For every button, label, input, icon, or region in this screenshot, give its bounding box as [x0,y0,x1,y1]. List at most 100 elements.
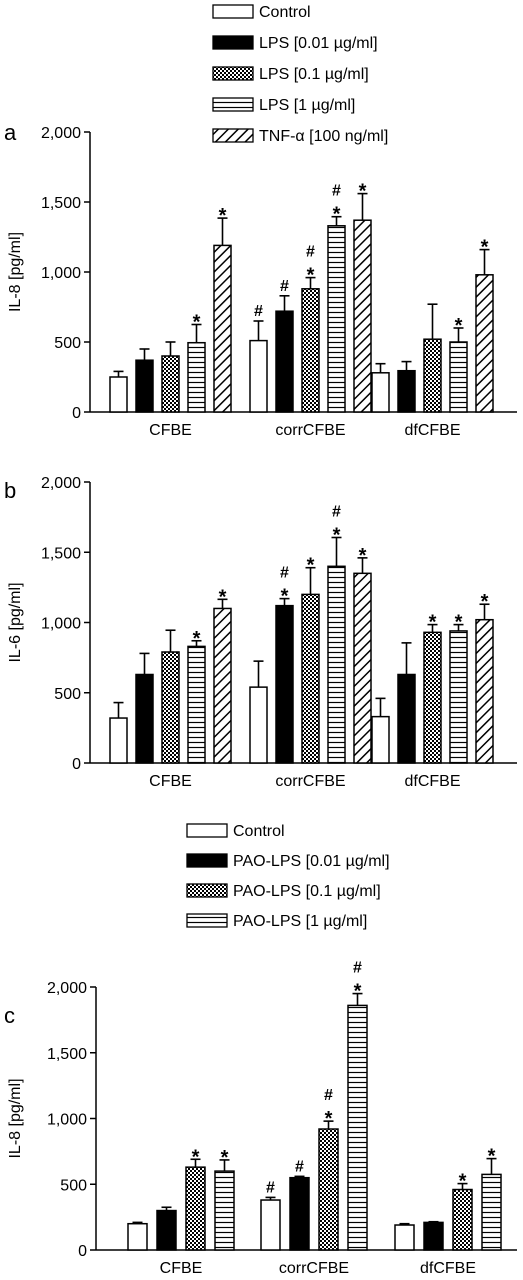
bar [475,274,494,413]
bar [423,1221,444,1251]
x-category-label: CFBE [160,1260,203,1277]
legend-label: LPS [0.01 µg/ml] [259,35,378,52]
bar [301,593,320,764]
bar [397,673,416,764]
x-category-label: CFBE [149,773,192,790]
bar [185,1166,206,1251]
legend-swatch-checker [212,66,254,81]
bar [127,1222,148,1251]
bar [449,341,468,413]
significance-star: * [354,981,362,1003]
bar [353,572,372,764]
bar [213,607,232,764]
chart-panel-b: 0 500 1,000 1,500 2,000 IL-6 [pg/ml] * * CFBE * # *… [7,475,517,790]
significance-star: * [359,545,367,567]
bar [353,219,372,413]
x-category-label: CFBE [149,422,192,439]
bar [397,369,416,413]
significance-star: * [281,586,289,608]
significance-star: * [333,204,341,226]
bar [475,618,494,764]
legend-swatch-black [212,35,254,50]
y-tick-label: 500 [54,335,81,352]
significance-hash: # [254,303,263,320]
legend-label: Control [233,823,285,840]
x-category-label: dfCFBE [404,773,460,790]
significance-star: * [455,612,463,634]
significance-hash: # [266,1179,275,1196]
bar [347,1004,368,1251]
bar [289,1176,310,1251]
legend-label: PAO-LPS [0.01 µg/ml] [233,853,390,870]
y-tick-label: 0 [72,405,81,422]
bar [423,338,442,413]
y-tick-label: 0 [72,756,81,773]
bar [249,686,268,764]
y-tick-label: 2,000 [41,125,81,142]
bar [275,604,294,764]
bar [135,673,154,764]
panel-letter-a: a [4,120,17,145]
significance-star: * [307,555,315,577]
y-tick-label: 1,000 [41,265,81,282]
legend-label: LPS [0.1 µg/ml] [259,66,369,83]
bar [318,1128,339,1251]
chart-panel-c: 0 500 1,000 1,500 2,000 IL-8 [pg/ml] * * CFBE # # *… [7,960,517,1277]
y-tick-label: 1,500 [47,1046,87,1063]
significance-star: * [429,612,437,634]
bar [161,651,180,764]
bar [109,376,128,413]
bar [161,355,180,413]
x-category-label: dfCFBE [420,1260,476,1277]
legend-swatch-hlines [212,97,254,112]
bar [423,631,442,764]
legend-label: Control [259,4,311,21]
significance-star: * [481,237,489,259]
bar [109,717,128,764]
bar [260,1199,281,1251]
bar [327,225,346,413]
legend-label: TNF-α [100 ng/ml] [259,128,388,145]
legend-swatch-white [212,4,254,19]
significance-star: * [307,265,315,287]
significance-hash: # [324,1087,333,1104]
y-axis-label: IL-6 [pg/ml] [7,582,24,662]
x-category-label: corrCFBE [275,773,345,790]
legend-label: PAO-LPS [0.1 µg/ml] [233,883,381,900]
bar [481,1173,502,1251]
panel-letter-c: c [4,1003,15,1028]
y-tick-label: 1,500 [41,545,81,562]
y-tick-label: 1,000 [47,1112,87,1129]
panel-letter-b: b [4,478,16,503]
y-axis-label: IL-8 [pg/ml] [7,1078,24,1158]
bar [327,565,346,764]
bar [301,288,320,413]
legend-swatch-diag [212,128,254,143]
significance-star: * [219,586,227,608]
y-tick-label: 500 [60,1177,87,1194]
y-tick-label: 2,000 [47,980,87,997]
bar [449,630,468,764]
significance-hash: # [280,278,289,295]
legend-swatch-checker [186,883,228,898]
x-category-label: corrCFBE [279,1260,349,1277]
significance-hash: # [353,960,362,977]
significance-star: * [333,524,341,546]
significance-star: * [193,628,201,650]
bar [214,1170,235,1251]
significance-star: * [459,1171,467,1193]
y-tick-label: 1,000 [41,616,81,633]
legend-swatch-white [186,823,228,838]
bar [371,715,390,764]
legend-label: PAO-LPS [1 µg/ml] [233,913,367,930]
chart-panel-a: 0 500 1,000 1,500 2,000 IL-8 [pg/ml] * * CFBE # # *… [7,125,517,439]
y-tick-label: 1,500 [41,195,81,212]
bar [187,341,206,413]
y-tick-label: 500 [54,686,81,703]
bar [187,645,206,764]
significance-star: * [481,591,489,613]
legend-bottom: Control PAO-LPS [0.01 µg/ml] PAO-LPS [0.1 … [186,823,390,930]
significance-star: * [455,315,463,337]
significance-star: * [193,312,201,334]
